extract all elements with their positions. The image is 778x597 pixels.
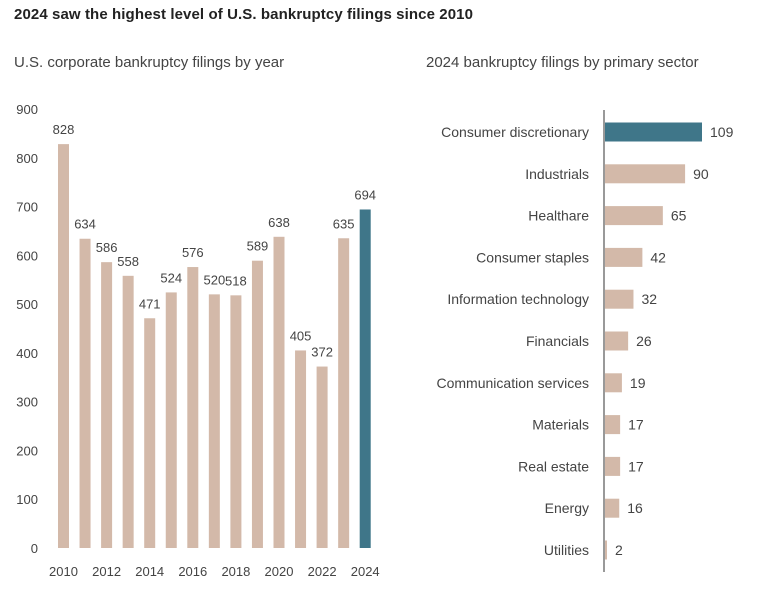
chart-main-title: 2024 saw the highest level of U.S. bankr…	[14, 6, 474, 23]
y-tick-label: 800	[16, 151, 38, 166]
y-tick-label: 200	[16, 443, 38, 458]
sector-bar	[605, 247, 643, 267]
sector-label: Information technology	[447, 291, 589, 307]
sector-bar	[605, 122, 702, 142]
sector-value-label: 32	[641, 291, 657, 307]
sector-bar	[605, 373, 622, 393]
x-tick-label: 2014	[135, 564, 164, 579]
sector-label: Consumer discretionary	[441, 124, 589, 140]
data-label-2017: 520	[203, 272, 225, 287]
bar-2010	[58, 144, 69, 548]
sector-bar	[605, 498, 620, 518]
x-tick-label: 2020	[265, 564, 294, 579]
bar-2019	[251, 260, 263, 548]
yearly-chart-title: U.S. corporate bankruptcy filings by yea…	[14, 54, 285, 71]
sector-filings-chart: Consumer discretionary 109 Industrials 90 He…	[437, 110, 734, 572]
y-tick-label: 300	[16, 395, 38, 410]
data-label-2020: 638	[268, 215, 290, 230]
data-label-2016: 576	[182, 245, 204, 260]
data-label-2023: 635	[333, 216, 355, 231]
data-label-2012: 586	[96, 240, 118, 255]
y-tick-label: 100	[16, 492, 38, 507]
data-label-2013: 558	[117, 254, 139, 269]
data-label-2010: 828	[53, 122, 75, 137]
bar-2016	[187, 267, 199, 548]
sector-value-label: 90	[693, 166, 709, 182]
y-tick-label: 700	[16, 200, 38, 215]
sector-value-label: 65	[671, 208, 687, 224]
sector-label: Materials	[532, 417, 589, 433]
y-tick-label: 400	[16, 346, 38, 361]
x-tick-label: 2010	[49, 564, 78, 579]
data-label-2011: 634	[74, 217, 96, 232]
data-label-2018: 518	[225, 273, 247, 288]
y-tick-label: 500	[16, 297, 38, 312]
bar-2021	[295, 350, 307, 548]
sector-label: Utilities	[544, 542, 589, 558]
bar-2014	[144, 318, 156, 548]
x-tick-label: 2018	[221, 564, 250, 579]
x-tick-label: 2016	[178, 564, 207, 579]
bar-2013	[122, 275, 134, 548]
y-tick-label: 600	[16, 248, 38, 263]
bar-2015	[165, 292, 177, 548]
sector-value-label: 16	[627, 500, 643, 516]
sector-bar	[605, 164, 686, 184]
sector-value-label: 17	[628, 417, 644, 433]
bar-2011	[79, 238, 91, 548]
sector-value-label: 17	[628, 458, 644, 474]
bar-2017	[208, 294, 220, 548]
y-tick-label: 900	[16, 102, 38, 117]
bar-2020	[273, 236, 285, 548]
sector-label: Real estate	[518, 458, 589, 474]
sector-value-label: 2	[615, 542, 623, 558]
bar-2018	[230, 295, 242, 548]
bar-2012	[101, 262, 113, 548]
sector-label: Financials	[526, 333, 589, 349]
sector-bar	[605, 289, 634, 309]
sector-value-label: 42	[650, 249, 666, 265]
sector-bar	[605, 206, 663, 226]
sector-bar	[605, 415, 621, 435]
x-tick-label: 2024	[351, 564, 380, 579]
y-tick-label: 0	[31, 541, 38, 556]
sector-chart-title: 2024 bankruptcy filings by primary secto…	[426, 54, 699, 71]
data-label-2021: 405	[290, 328, 312, 343]
sector-label: Communication services	[437, 375, 590, 391]
sector-value-label: 109	[710, 124, 734, 140]
bar-2023	[338, 238, 350, 548]
sector-label: Energy	[545, 500, 589, 516]
sector-bar	[605, 540, 607, 560]
x-tick-label: 2022	[308, 564, 337, 579]
bar-2024	[359, 209, 371, 548]
bar-2022	[316, 366, 328, 548]
sector-label: Healthare	[528, 208, 589, 224]
sector-label: Consumer staples	[476, 249, 589, 265]
x-tick-label: 2012	[92, 564, 121, 579]
sector-label: Industrials	[525, 166, 589, 182]
data-label-2019: 589	[247, 239, 269, 254]
sector-bar	[605, 331, 629, 351]
data-label-2022: 372	[311, 345, 333, 360]
sector-value-label: 26	[636, 333, 652, 349]
yearly-filings-chart: 0 100 200 300 400 500 600 700 800 900 828 634586558…	[16, 102, 379, 579]
sector-value-label: 19	[630, 375, 646, 391]
data-label-2015: 524	[160, 270, 182, 285]
data-label-2014: 471	[139, 296, 161, 311]
sector-bar	[605, 456, 621, 476]
data-label-2024: 694	[354, 187, 376, 202]
